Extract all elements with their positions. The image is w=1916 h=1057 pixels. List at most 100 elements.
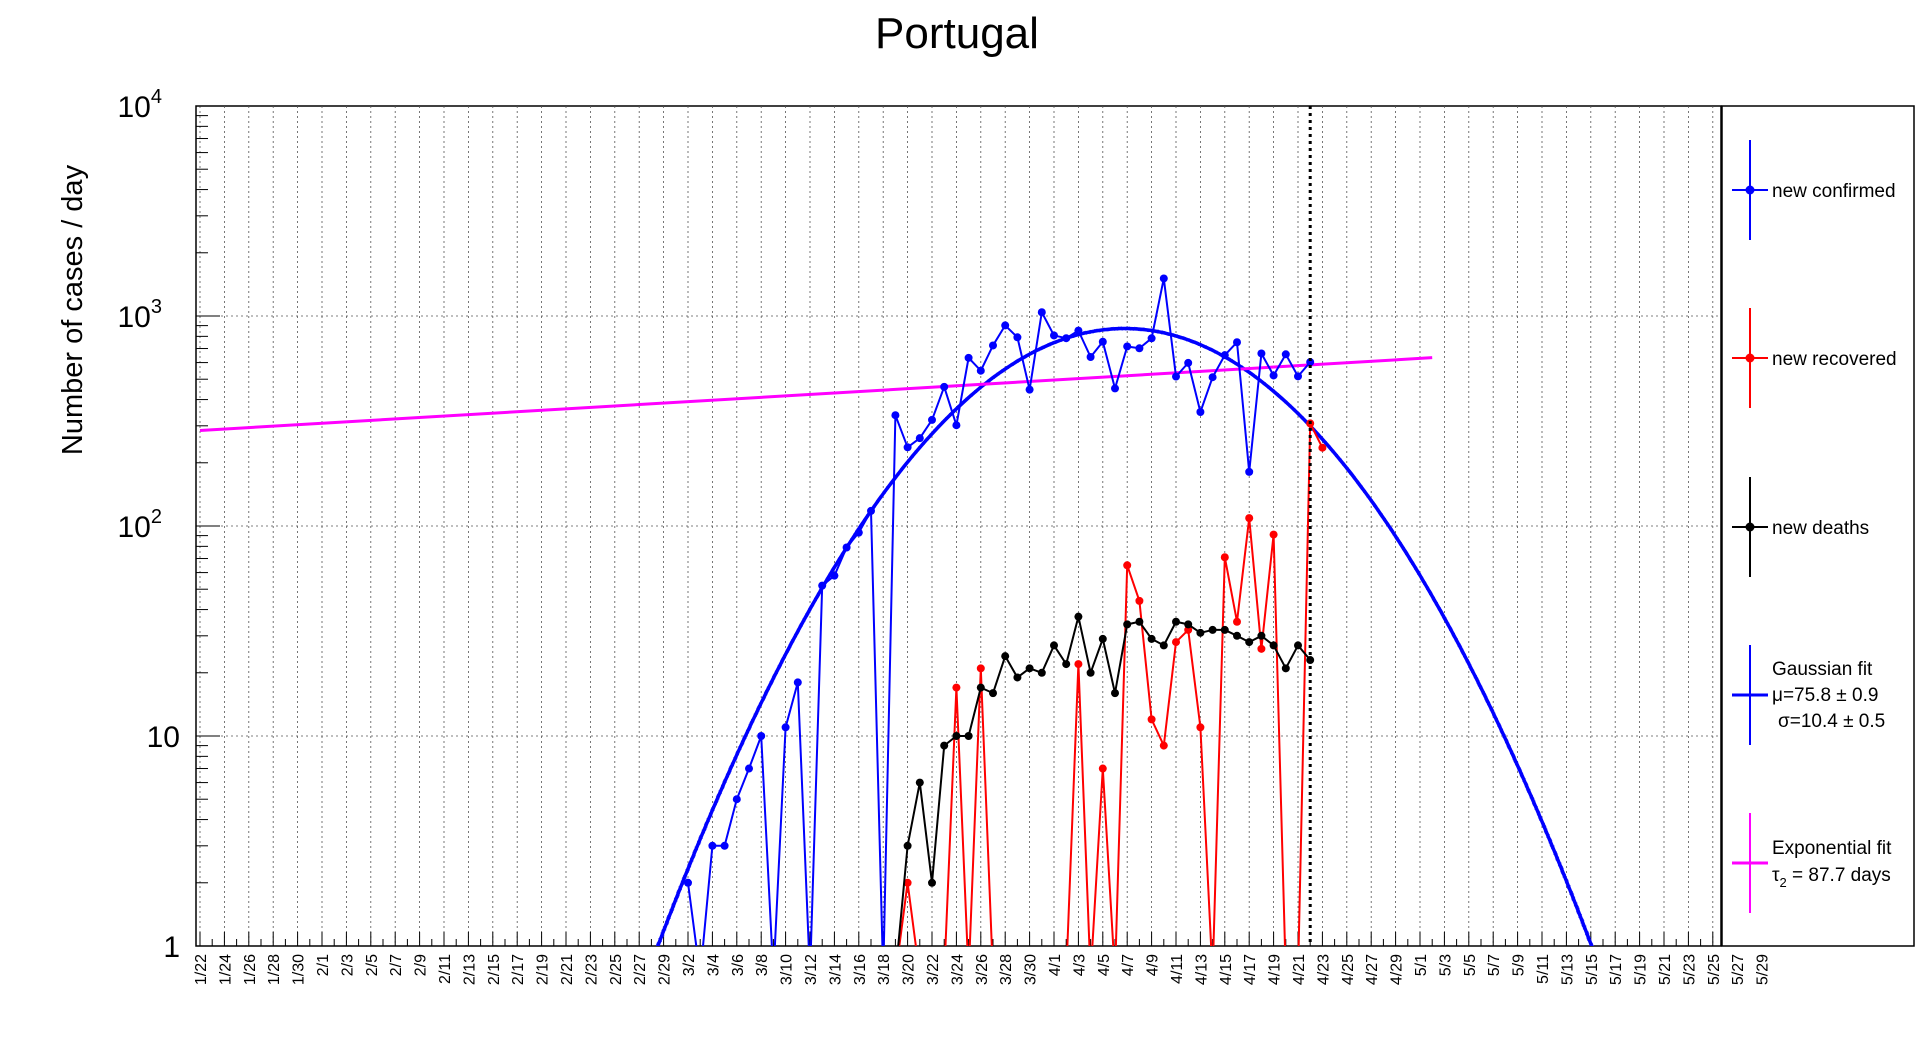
data-point [1135,596,1144,605]
data-point [964,353,973,362]
data-point [1025,664,1034,673]
x-tick-label: 4/11 [1169,954,1186,984]
x-tick-label: 3/30 [1023,954,1040,985]
data-point [1208,625,1217,634]
data-point [1294,372,1302,381]
x-tick-label: 4/29 [1389,954,1406,985]
x-tick-label: 5/9 [1511,954,1528,976]
x-tick-label: 2/1 [315,954,332,976]
x-tick-label: 5/29 [1755,954,1772,985]
data-point [1086,352,1095,361]
data-point [928,415,936,424]
x-tick-label: 3/22 [925,954,942,985]
grid [196,106,1762,946]
data-point [1050,331,1058,340]
x-tick-label: 1/26 [242,954,259,985]
data-point [989,689,997,698]
data-point [1123,561,1132,570]
x-tick-label: 3/26 [974,954,991,985]
data-point [1025,385,1034,394]
y-tick-exponent: 2 [151,506,162,528]
x-tick-label: 5/23 [1681,954,1698,985]
data-point [1123,620,1132,629]
plot-area [199,274,1595,946]
y-tick-label: 1 [163,931,180,964]
data-point [1233,617,1241,626]
data-point [708,841,717,850]
y-axis: 1 10 102 103 104 [118,86,220,964]
data-point [1111,384,1119,393]
x-tick-label: 3/4 [705,954,722,976]
x-tick-label: 2/27 [632,954,649,985]
x-tick-label: 5/13 [1559,954,1576,985]
data-point [952,732,961,740]
x-tick-label: 5/5 [1462,954,1479,976]
x-tick-label: 4/9 [1145,954,1162,976]
data-point [1074,612,1083,621]
gaussian-fit-band [655,326,1595,946]
data-point [1257,631,1266,640]
x-tick-label: 3/28 [998,954,1015,985]
data-point [1269,530,1278,539]
x-tick-label: 1/30 [291,954,308,985]
x-tick-label: 4/5 [1096,954,1113,976]
data-point [842,543,851,552]
data-point [976,664,985,673]
data-point [1281,350,1290,359]
legend-label-value: = 87.7 days [1787,865,1891,886]
series-line-new-confirmed [687,277,1311,946]
data-point [793,678,802,687]
data-point [1281,664,1290,673]
data-point [1037,308,1046,317]
legend-label-detail: τ2 = 87.7 days [1772,865,1891,890]
legend-label-detail: σ=10.4 ± 0.5 [1778,711,1885,732]
data-point [684,878,692,887]
x-tick-label: 4/21 [1291,954,1308,985]
data-point [1135,344,1144,353]
data-point [1220,553,1229,562]
data-point [830,571,839,580]
data-point [1184,620,1193,629]
x-tick-label: 5/19 [1633,954,1650,985]
data-point [964,732,973,740]
data-point [1196,723,1205,732]
x-tick-label: 4/17 [1242,954,1259,985]
x-tick-label: 4/13 [1193,954,1210,985]
x-tick-label: 3/14 [827,954,844,985]
y-tick-label: 104 [118,86,163,124]
x-tick-label: 5/21 [1657,954,1674,985]
data-point [1147,715,1156,724]
data-point [1184,625,1193,634]
x-tick-label: 4/7 [1120,954,1137,976]
x-tick-label: 4/23 [1315,954,1332,985]
data-point [1233,631,1241,640]
legend-label: Gaussian fit [1772,659,1873,680]
data-point [1013,673,1022,682]
x-tick-label: 2/13 [461,954,478,985]
x-tick-label: 2/7 [388,954,405,976]
x-tick-label: 3/20 [901,954,918,985]
data-point [1062,334,1071,343]
data-point [1245,514,1254,523]
data-point [1159,641,1168,650]
data-point [1098,764,1107,773]
data-point [891,411,900,420]
legend-label: new confirmed [1772,181,1896,202]
data-point [1318,443,1327,452]
x-tick-label: 3/18 [876,954,893,985]
data-point [1220,625,1229,634]
data-point [940,741,949,750]
gaussian-fit-curve [655,326,1594,946]
data-point [915,778,924,787]
legend-label: Exponential fit [1772,838,1892,859]
legend-marker [1745,185,1755,195]
data-point [1306,358,1315,367]
data-point [1147,634,1156,643]
x-tick-label: 3/8 [754,954,771,976]
x-tick-label: 4/15 [1218,954,1235,985]
data-point [1147,334,1156,343]
data-point [1196,628,1205,637]
data-point [1257,644,1266,653]
x-tick-label: 3/24 [949,954,966,985]
